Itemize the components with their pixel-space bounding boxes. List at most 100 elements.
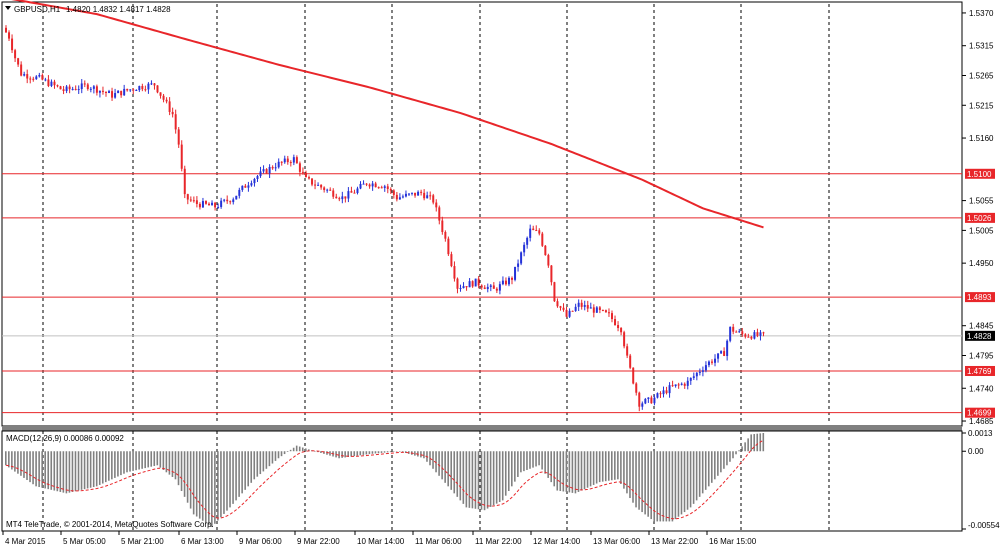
macd-bar — [689, 451, 692, 508]
candle-body — [723, 351, 726, 356]
macd-bar — [583, 451, 586, 490]
macd-bar — [20, 451, 22, 476]
candle-body — [44, 79, 47, 81]
macd-bar — [710, 451, 713, 483]
macd-bar — [189, 451, 192, 509]
macd-bar — [262, 451, 265, 472]
candle-body — [83, 83, 86, 85]
macd-bar — [398, 451, 401, 452]
candle-body — [538, 230, 541, 234]
candle-body — [371, 183, 374, 187]
macd-bar — [223, 451, 225, 514]
macd-bar — [280, 451, 283, 457]
macd-bar — [456, 451, 459, 497]
candle-body — [501, 280, 504, 285]
candle-body — [368, 184, 371, 187]
candle-body — [20, 64, 23, 76]
macd-bar — [353, 451, 356, 457]
macd-bar — [104, 451, 107, 483]
macd-bar — [477, 451, 480, 510]
candle-body — [247, 185, 250, 188]
candle-body — [632, 367, 635, 384]
macd-bar — [614, 451, 616, 480]
macd-bar — [101, 451, 104, 484]
candle-body — [198, 203, 201, 208]
candle-body — [262, 169, 265, 172]
candle-body — [8, 32, 11, 39]
candle-body — [323, 187, 326, 191]
macd-bar — [471, 451, 474, 509]
moving-average — [11, 0, 764, 229]
macd-bar — [59, 451, 62, 492]
chart-ohlc: 1.4820 1.4832 1.4817 1.4828 — [66, 5, 171, 14]
candle-body — [450, 254, 453, 267]
macd-bar — [562, 451, 565, 492]
price-axis: 1.5370 1.5315 1.5265 1.5215 1.5160 1.5055 1.50… — [962, 9, 1000, 530]
macd-bar — [489, 451, 492, 507]
time-tick-label: 13 Mar 22:00 — [651, 537, 699, 546]
candle-body — [56, 85, 59, 87]
candle-body — [559, 306, 562, 308]
macd-bar — [68, 451, 71, 493]
macd-bar — [704, 451, 707, 490]
candle-body — [377, 187, 380, 189]
macd-bar — [729, 451, 731, 462]
macd-bar — [680, 451, 683, 515]
chart-symbol: GBPUSD,H1 — [14, 5, 61, 14]
macd-bar — [17, 451, 19, 474]
macd-bar — [762, 433, 765, 452]
macd-bar — [89, 451, 92, 488]
macd-bar — [50, 451, 53, 490]
macd-bar — [220, 451, 222, 518]
level-price-label: 1.4699 — [967, 409, 992, 418]
macd-bar — [626, 451, 628, 494]
macd-bar — [186, 451, 189, 503]
candle-body — [653, 397, 656, 404]
macd-bar — [277, 451, 280, 459]
level-price-label: 1.4893 — [967, 293, 992, 302]
candle-body — [286, 158, 289, 163]
candle-body — [159, 92, 162, 96]
macd-bar — [123, 451, 125, 474]
macd-bar — [414, 451, 416, 456]
macd-bar — [298, 446, 301, 452]
candle-body — [544, 245, 547, 256]
macd-bar — [486, 451, 489, 509]
macd-bar — [635, 451, 637, 508]
candle-body — [320, 184, 323, 188]
candle-body — [674, 384, 677, 386]
macd-bar — [441, 451, 443, 480]
macd-bar — [423, 451, 425, 459]
candle-body — [732, 326, 735, 332]
candle-body — [517, 263, 520, 267]
macd-bar — [462, 451, 465, 504]
candle-body — [526, 237, 529, 245]
candle-body — [626, 346, 629, 356]
candle-body — [507, 277, 510, 285]
price-tick-label: 1.4950 — [969, 259, 994, 268]
candle-body — [456, 278, 459, 289]
macd-tick-label: 0.0013 — [968, 429, 993, 438]
candle-body — [523, 244, 526, 253]
candle-body — [398, 197, 401, 200]
chevron-down-icon[interactable] — [5, 6, 11, 10]
macd-bar — [171, 451, 174, 477]
macd-bar — [589, 451, 592, 487]
candle-body — [459, 288, 462, 290]
macd-bar — [750, 434, 752, 452]
ma-line — [11, 0, 764, 229]
level-price-label: 1.5100 — [967, 170, 992, 179]
candle-body — [356, 188, 359, 194]
candle-body — [338, 198, 341, 200]
candle-body — [738, 331, 741, 333]
macd-bar — [56, 451, 59, 492]
macd-bar — [217, 451, 219, 521]
macd-bar — [132, 451, 134, 471]
candle-body — [414, 192, 417, 196]
macd-bar — [71, 451, 74, 492]
time-tick-label: 12 Mar 14:00 — [533, 537, 581, 546]
macd-bar — [474, 451, 477, 509]
macd-bar — [292, 447, 295, 452]
macd-bar — [717, 451, 719, 476]
